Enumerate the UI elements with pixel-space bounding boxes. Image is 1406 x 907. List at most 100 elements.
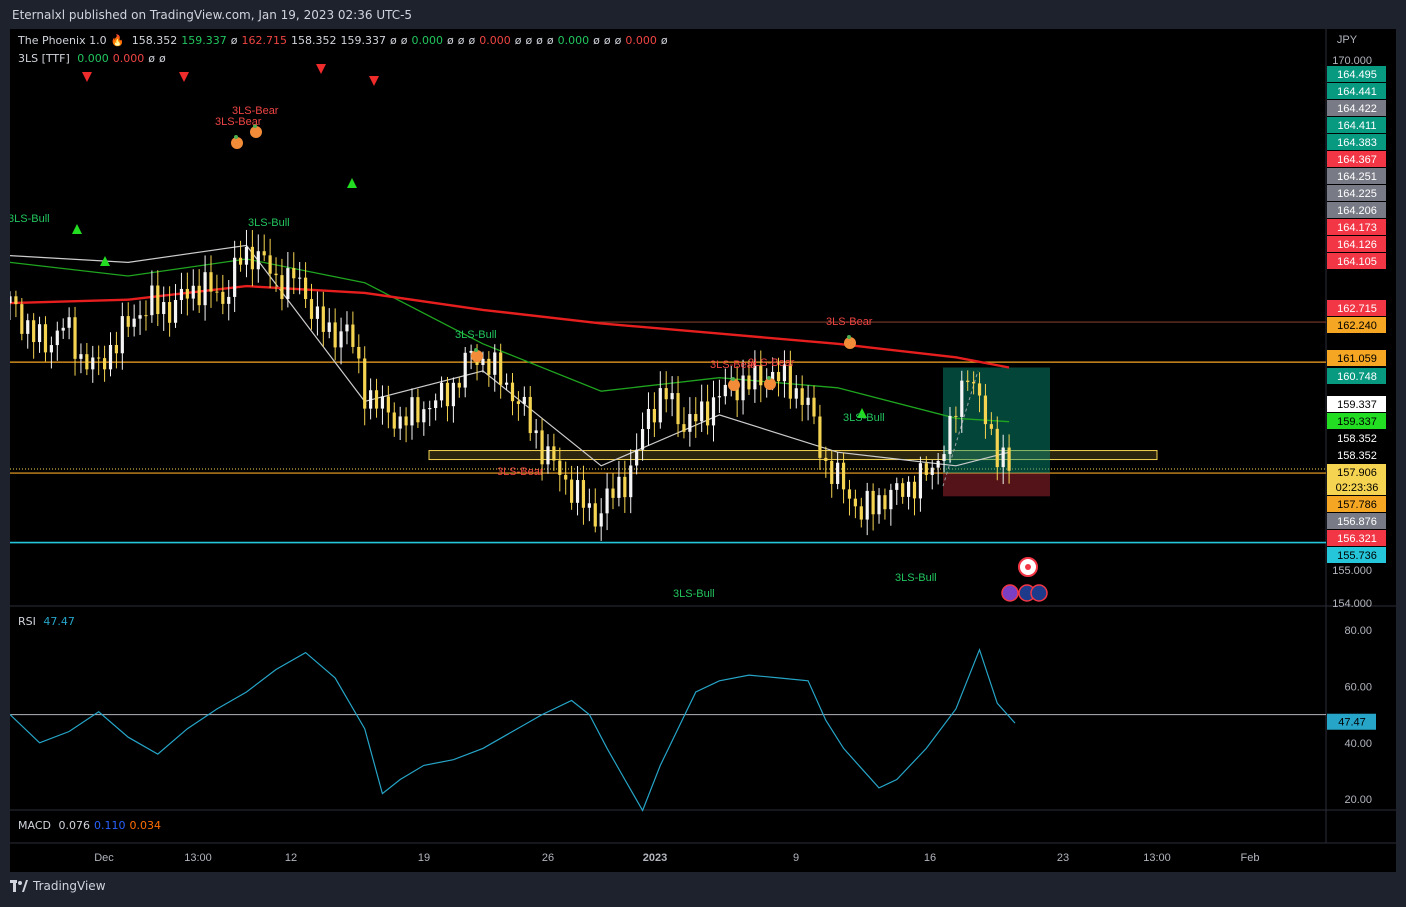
annotation-label: 3LS-Bear (497, 466, 544, 478)
annotation-label: 3LS-Bear (710, 359, 757, 371)
price-label-box (1327, 100, 1386, 116)
phoenix-value-20: ø (614, 34, 622, 47)
candle-body (836, 462, 840, 484)
candle-body (434, 400, 438, 409)
candle-body (552, 446, 556, 461)
candle-body (930, 467, 934, 475)
price-label: 156.321 (1337, 533, 1377, 545)
macd-legend: MACD 0.076 0.110 0.034 (18, 819, 169, 832)
candle-body (640, 429, 645, 450)
tls-legend-values: 0.000 0.000 ø ø (77, 52, 169, 65)
annotation-label: 3LS-Bull (895, 572, 937, 584)
candle-body (439, 382, 444, 401)
price-label: 159.337 (1337, 399, 1377, 411)
time-tick: Feb (1241, 852, 1260, 864)
candle-body (581, 480, 586, 508)
price-label-box (1327, 66, 1386, 82)
phoenix-value-11: ø (468, 34, 476, 47)
tradingview-brand: TradingView (33, 879, 106, 893)
support-zone (428, 450, 1158, 461)
candle-body (711, 397, 716, 426)
candle-body (983, 395, 988, 425)
candle-body (445, 382, 450, 407)
candle-body (309, 299, 314, 319)
price-tick: 154.000 (1332, 598, 1372, 610)
price-label: 164.383 (1337, 137, 1377, 149)
candle-body (771, 371, 775, 383)
tls-value-1: 0.000 (112, 52, 145, 65)
phoenix-value-17: 0.000 (557, 34, 590, 47)
candle-body (575, 480, 580, 503)
candle-body (605, 488, 609, 514)
candle-body (292, 268, 296, 279)
signal-triangle-icon (72, 224, 82, 234)
candle-body (55, 330, 59, 346)
price-label: 159.337 (1337, 416, 1377, 428)
flame-icon: 🔥 (110, 34, 125, 47)
price-label: 156.876 (1337, 516, 1377, 528)
price-label-box (1327, 530, 1386, 546)
candle-body (32, 320, 36, 343)
candle-body (61, 327, 65, 331)
signal-dot-icon (844, 337, 856, 349)
price-label: 157.906 (1337, 467, 1377, 479)
price-label-box (1327, 464, 1386, 480)
candle-body (658, 388, 662, 423)
candle-body (995, 428, 999, 468)
candle-body (782, 364, 787, 382)
candle-body (841, 462, 846, 490)
macd-legend-name: MACD (18, 819, 51, 832)
candle-body (617, 476, 621, 498)
candle-body (244, 246, 249, 265)
candle-body (599, 513, 603, 527)
phoenix-value-8: 0.000 (411, 34, 444, 47)
annotation-label: 3LS-Bear (826, 316, 873, 328)
candle-body (1007, 447, 1011, 471)
price-label-box (1327, 253, 1386, 269)
phoenix-value-14: ø (525, 34, 533, 47)
rsi-value-label: 47.47 (1338, 717, 1366, 729)
candle-body (664, 388, 668, 400)
candle-body (901, 483, 905, 497)
price-label-box (1327, 151, 1386, 167)
price-label: 164.411 (1338, 120, 1377, 132)
candle-body (481, 358, 485, 365)
candle-body (126, 316, 130, 327)
chart-svg[interactable]: 3LS-Bull3LS-Bear3LS-Bear3LS-Bull3LS-Bear… (8, 29, 1396, 872)
price-label: 164.422 (1337, 103, 1377, 115)
candle-body (43, 324, 48, 353)
time-tick: 23 (1057, 852, 1069, 864)
rsi-tick: 20.00 (1344, 794, 1372, 806)
candle-body (564, 474, 568, 480)
signal-leaf-icon (731, 377, 735, 381)
candle-body (215, 291, 219, 293)
price-label-box (1327, 413, 1386, 429)
price-label: 164.441 (1337, 86, 1377, 98)
candle-body (493, 352, 497, 375)
candle-body (451, 382, 455, 407)
price-label-box (1327, 496, 1386, 512)
candle-body (723, 384, 727, 397)
candle-body (91, 357, 95, 370)
candle-body (747, 375, 751, 390)
phoenix-value-13: ø (514, 34, 522, 47)
tradingview-logo-icon (10, 880, 28, 892)
price-label: 158.352 (1337, 450, 1377, 462)
candle-body (534, 430, 538, 434)
chart-area[interactable]: 3LS-Bull 3LS-Bear 3LS-Bear 3LS-Bull 3LS-Bear… (8, 29, 1396, 872)
candle-body (741, 375, 745, 401)
price-label: 164.251 (1337, 171, 1377, 183)
time-tick: 13:00 (1143, 852, 1171, 864)
phoenix-legend: The Phoenix 1.0 🔥 158.352 159.337 ø 162.715 1… (18, 34, 676, 47)
publisher-info: Eternalxl published on TradingView.com, … (12, 8, 413, 22)
candle-body (593, 503, 597, 527)
price-label-box (1327, 513, 1386, 529)
event-icon (1001, 584, 1019, 602)
phoenix-value-3: 162.715 (241, 34, 288, 47)
candle-body (351, 324, 355, 347)
rsi-legend-value: 47.47 (43, 615, 75, 628)
price-label-box (1327, 83, 1386, 99)
candle-body (528, 396, 532, 434)
candle-body (363, 358, 367, 409)
candle-body (168, 302, 172, 323)
